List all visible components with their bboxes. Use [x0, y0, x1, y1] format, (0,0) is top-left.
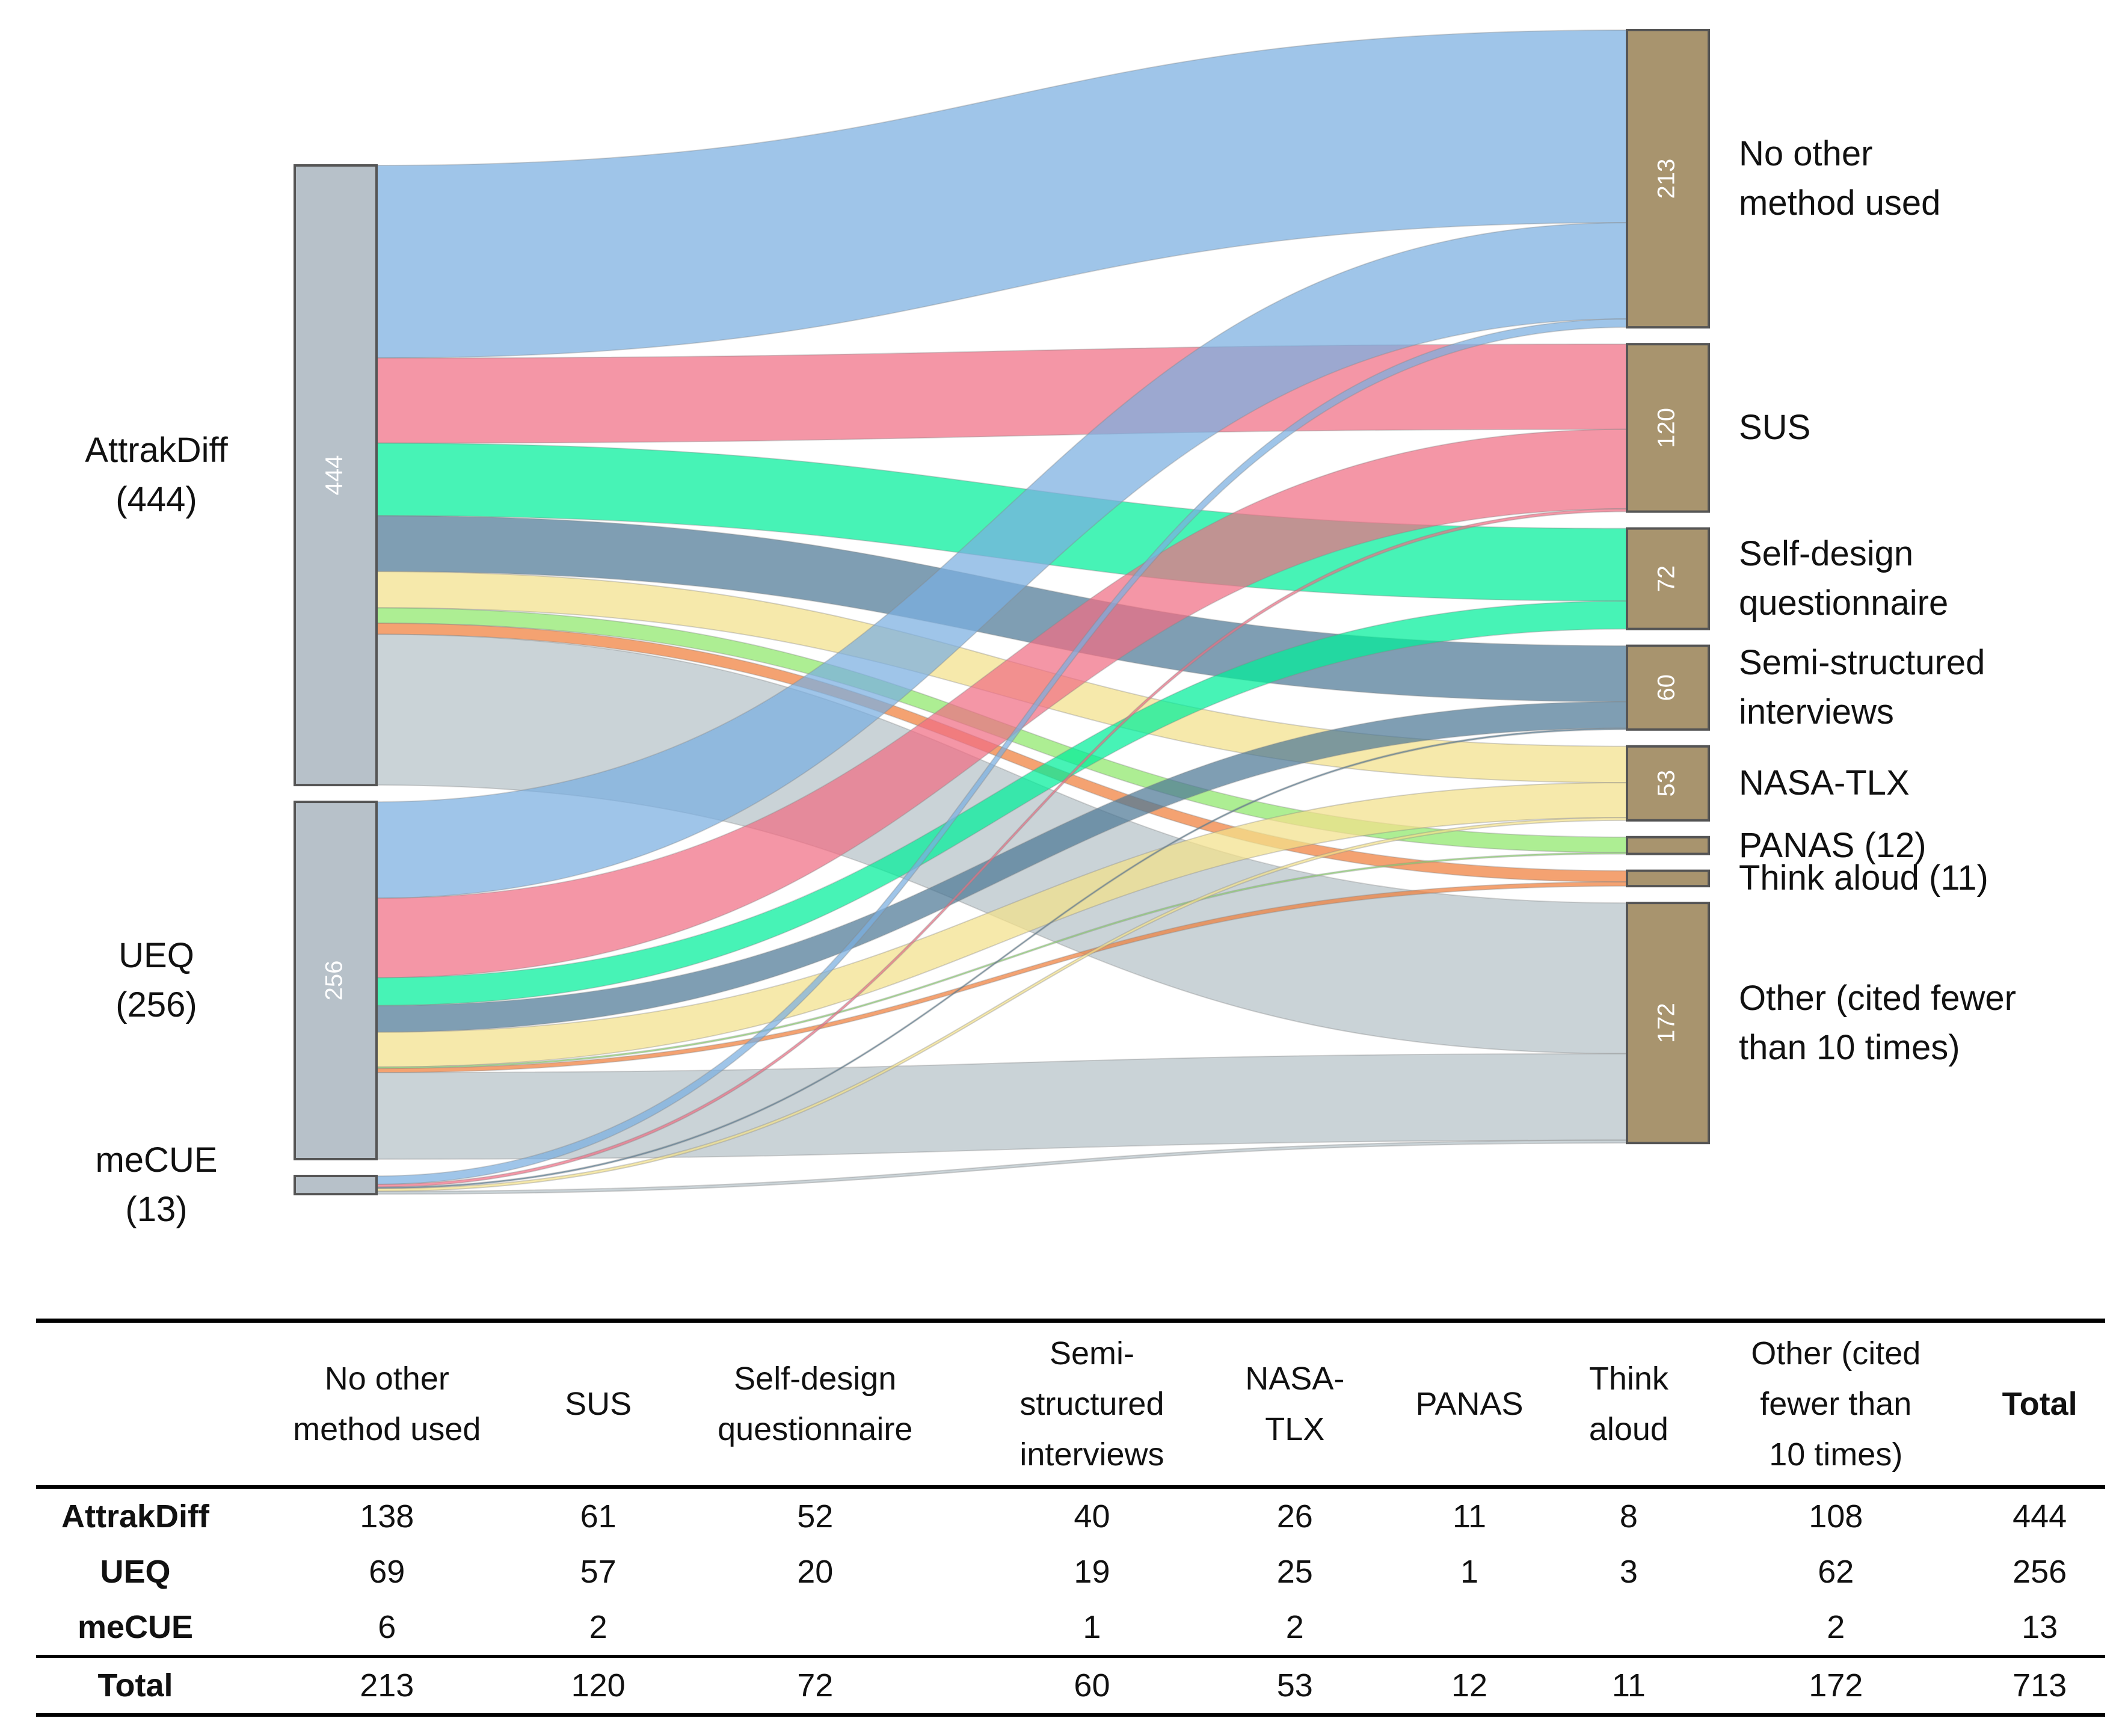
table-cell: 13: [2022, 1609, 2058, 1645]
target-label-self-design-questionnaire: Self-design questionnaire: [1739, 534, 1949, 623]
table-cell: 12: [1451, 1667, 1488, 1704]
target-node-value: 172: [1653, 1003, 1680, 1043]
target-label-think-aloud: Think aloud (11): [1739, 858, 1988, 898]
table-row: meCUE 6 2 1 2 2 13: [36, 1599, 2105, 1657]
target-node-value: 72: [1653, 565, 1680, 593]
table-cell: 25: [1276, 1554, 1313, 1590]
table-cell: 2: [1827, 1609, 1845, 1645]
source-node-ueq: [294, 801, 378, 1160]
target-label-other: Other (cited fewer than 10 times): [1739, 978, 2016, 1067]
target-node-panas: [1626, 836, 1710, 855]
table-cell: 57: [580, 1554, 617, 1590]
row-header: Total: [97, 1667, 173, 1704]
table-cell: 213: [360, 1667, 414, 1704]
target-label-semi-structured-interviews: Semi-structured interviews: [1739, 643, 1985, 732]
table-cell: 20: [797, 1554, 834, 1590]
table-cell: 19: [1074, 1554, 1110, 1590]
source-node-attrakdiff: [294, 164, 378, 787]
target-node-value: 120: [1653, 408, 1680, 448]
flows-layer: [376, 29, 1628, 1195]
target-label-panas: PANAS (12): [1739, 825, 1927, 865]
header-cell: No other method used: [293, 1361, 481, 1447]
target-node-sus: [1626, 343, 1710, 513]
target-node-value: 60: [1653, 674, 1680, 701]
source-node-value: 256: [321, 961, 348, 1001]
table-cell: 52: [797, 1498, 834, 1534]
row-header: AttrakDiff: [61, 1498, 209, 1534]
table-cell: 11: [1453, 1498, 1487, 1534]
row-header: meCUE: [77, 1609, 194, 1645]
row-header: UEQ: [100, 1554, 171, 1590]
table-cell: 1: [1460, 1554, 1479, 1590]
table-row: UEQ 69 57 20 19 25 1 3 62 256: [36, 1544, 2105, 1599]
flow-attrakdiff-to-sus: [376, 343, 1628, 444]
table-cell: [1560, 1599, 1698, 1657]
table-cell: 172: [1809, 1667, 1863, 1704]
table-cell: 26: [1276, 1498, 1313, 1534]
source-node-mecue: [294, 1175, 378, 1196]
table-cell: 444: [2013, 1498, 2067, 1534]
table-cell: 120: [571, 1667, 626, 1704]
table-header-row: No other method used SUS Self-design que…: [36, 1320, 2105, 1488]
table-cell: 40: [1074, 1498, 1110, 1534]
cross-table: No other method used SUS Self-design que…: [36, 1319, 2105, 1717]
table-cell: 72: [797, 1667, 834, 1704]
table-cell: 138: [360, 1498, 414, 1534]
data-table: No other method used SUS Self-design que…: [36, 1319, 2105, 1717]
sankey-diagram: 444 256 213 120 72 60 53 172: [294, 29, 1710, 1196]
header-cell: Semi- structured interviews: [1019, 1335, 1164, 1473]
table-cell: 53: [1276, 1667, 1313, 1704]
table-cell: 2: [589, 1609, 607, 1645]
table-cell: 1: [1083, 1609, 1101, 1645]
table-cell: 6: [378, 1609, 396, 1645]
table-cell: 3: [1619, 1554, 1638, 1590]
table-cell: 256: [2013, 1554, 2067, 1590]
table-cell: 11: [1611, 1667, 1646, 1704]
table-cell: 8: [1619, 1498, 1638, 1534]
header-cell: Other (cited fewer than 10 times): [1751, 1335, 1921, 1473]
header-cell: SUS: [565, 1386, 632, 1422]
table-row: AttrakDiff 138 61 52 40 26 11 8 108 444: [36, 1487, 2105, 1544]
source-label-ueq: UEQ (256): [115, 936, 197, 1025]
target-node-value: 213: [1653, 159, 1680, 199]
source-label-mecue: meCUE (13): [95, 1140, 218, 1230]
table-cell: 2: [1285, 1609, 1304, 1645]
target-node-nasa-tlx: [1626, 745, 1710, 822]
source-label-attrakdiff: AttrakDiff (444): [85, 431, 228, 520]
table-cell: 69: [369, 1554, 405, 1590]
header-cell: Self-design questionnaire: [718, 1361, 913, 1447]
table-total-row: Total 213 120 72 60 53 12 11 172 713: [36, 1656, 2105, 1715]
table-cell: [657, 1599, 973, 1657]
target-node-value: 53: [1653, 770, 1680, 797]
table-cell: 60: [1074, 1667, 1110, 1704]
table-cell: 108: [1809, 1498, 1863, 1534]
table-cell: 61: [580, 1498, 617, 1534]
header-cell: NASA- TLX: [1245, 1361, 1345, 1447]
target-label-nasa-tlx: NASA-TLX: [1739, 763, 1910, 803]
table-cell: 62: [1818, 1554, 1854, 1590]
header-cell: [36, 1321, 235, 1488]
target-node-think-aloud: [1626, 869, 1710, 888]
nodes-layer: 444 256 213 120 72 60 53 172: [294, 29, 1710, 1196]
target-node-other: [1626, 902, 1710, 1145]
target-label-no-other-method-used: No other method used: [1739, 134, 1941, 223]
source-node-value: 444: [321, 455, 348, 496]
header-cell: Think aloud: [1588, 1361, 1668, 1447]
table-cell: 713: [2013, 1667, 2067, 1704]
target-label-sus: SUS: [1739, 408, 1811, 448]
target-node-semi-structured-interviews: [1626, 644, 1710, 731]
header-cell-total: Total: [2002, 1386, 2077, 1422]
header-cell: PANAS: [1415, 1386, 1524, 1422]
target-node-self-design-questionnaire: [1626, 527, 1710, 630]
target-node-no-other-method-used: [1626, 29, 1710, 329]
table-cell: [1379, 1599, 1560, 1657]
